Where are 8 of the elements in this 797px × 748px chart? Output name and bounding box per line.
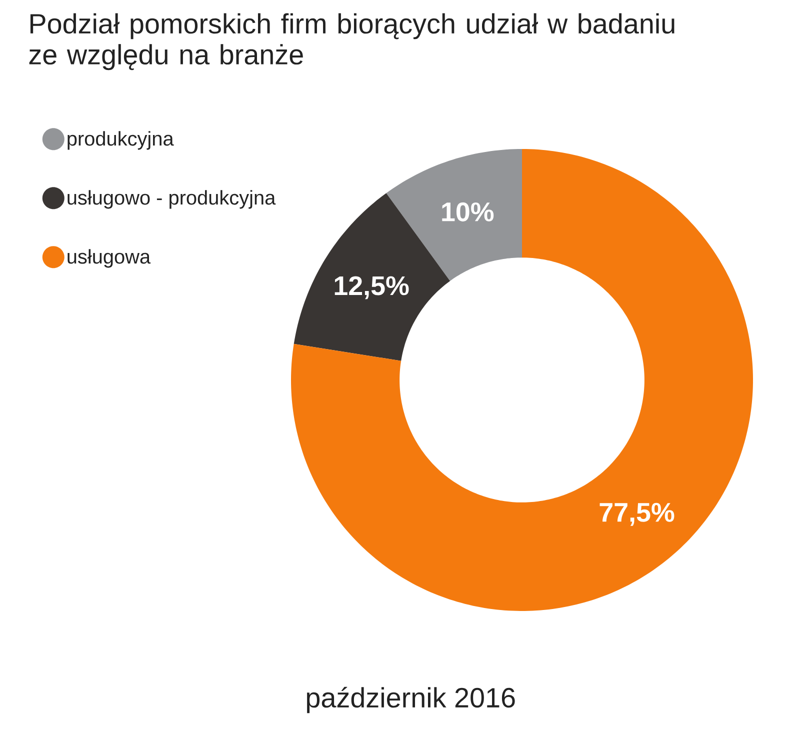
legend-label: usługowa	[68, 249, 151, 268]
data-label: 12,5%	[334, 276, 409, 300]
legend-label: produkcyjna	[68, 131, 174, 150]
legend-label: usługowo - produkcyjna	[68, 190, 276, 209]
text: październik 2016	[307, 686, 515, 714]
chart-title: Podział pomorskich firm biorących udział w badaniu ze względu na branże	[29, 13, 674, 70]
data-label: 77,5%	[600, 502, 674, 526]
data-label: 10%	[442, 202, 494, 222]
